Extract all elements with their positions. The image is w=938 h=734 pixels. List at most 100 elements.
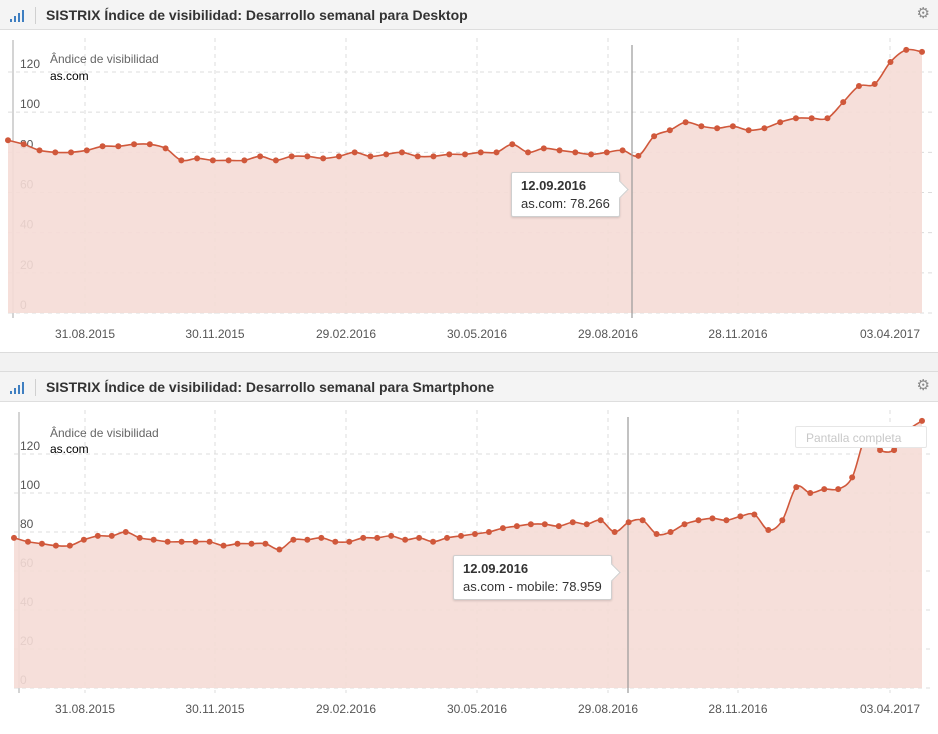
data-point	[335, 153, 342, 160]
data-point	[761, 125, 768, 132]
data-point	[131, 141, 138, 148]
data-point	[887, 58, 894, 65]
data-point	[556, 147, 563, 154]
data-point	[625, 519, 632, 526]
data-point	[871, 81, 878, 88]
data-point	[99, 143, 106, 150]
data-point	[723, 517, 730, 524]
data-point	[667, 529, 674, 535]
data-point	[619, 147, 626, 154]
data-point	[513, 523, 520, 530]
data-point	[225, 157, 232, 164]
series-area	[14, 420, 922, 688]
data-point	[877, 447, 884, 454]
gear-icon[interactable]: ⚙	[916, 5, 930, 22]
data-point	[698, 123, 705, 130]
x-tick-label: 30.11.2015	[185, 327, 244, 341]
data-point	[903, 46, 910, 53]
data-point	[80, 536, 87, 543]
data-point	[115, 143, 122, 150]
data-point	[332, 538, 339, 545]
data-point	[398, 149, 405, 156]
x-tick-label: 28.11.2016	[708, 327, 767, 341]
y-tick-label: 120	[20, 439, 40, 453]
data-point	[257, 153, 264, 160]
data-point	[821, 486, 828, 493]
data-point	[234, 540, 241, 547]
data-point	[351, 149, 358, 156]
visibility-chart-smartphone[interactable]: 02040608010012031.08.201530.11.201529.02…	[0, 402, 938, 734]
legend-title: Ândice de visibilidad	[50, 51, 159, 66]
data-point	[146, 141, 153, 148]
data-point	[777, 119, 784, 126]
x-tick-label: 30.11.2015	[185, 702, 244, 716]
data-point	[493, 149, 500, 156]
x-tick-label: 29.02.2016	[316, 702, 376, 716]
data-point	[430, 538, 437, 545]
data-point	[765, 527, 772, 534]
signal-bars-icon	[10, 10, 26, 22]
data-point	[209, 157, 216, 164]
gear-icon[interactable]: ⚙	[916, 377, 930, 394]
data-point	[320, 155, 327, 162]
data-point	[588, 151, 595, 158]
data-point	[446, 151, 453, 158]
tooltip-value: as.com - mobile: 78.959	[463, 579, 602, 594]
data-point	[541, 521, 548, 528]
chart-tooltip: 12.09.2016 as.com: 78.266	[511, 172, 629, 217]
data-point	[52, 542, 59, 549]
panel-header: SISTRIX Índice de visibilidad: Desarroll…	[0, 0, 938, 30]
visibility-chart-desktop[interactable]: 02040608010012031.08.201530.11.201529.02…	[0, 30, 938, 352]
data-point	[569, 519, 576, 526]
x-tick-label: 29.02.2016	[316, 327, 376, 341]
data-point	[262, 540, 269, 547]
data-point	[555, 523, 562, 530]
smartphone-chart-panel: SISTRIX Índice de visibilidad: Desarroll…	[0, 372, 938, 734]
fullscreen-button[interactable]: Pantalla completa	[795, 426, 927, 448]
data-point	[360, 534, 367, 541]
data-point	[527, 521, 534, 528]
data-point	[653, 531, 660, 538]
data-point	[248, 540, 255, 547]
data-point	[891, 447, 898, 454]
legend-series-name: as.com	[50, 442, 89, 456]
data-point	[807, 490, 814, 496]
data-point	[779, 517, 786, 524]
data-point	[808, 115, 815, 122]
data-point	[318, 534, 325, 541]
data-point	[792, 115, 799, 122]
data-point	[346, 538, 353, 545]
data-point	[471, 530, 478, 537]
data-point	[444, 534, 451, 541]
x-tick-label: 03.04.2017	[860, 702, 920, 716]
data-point	[430, 153, 437, 160]
x-tick-label: 03.04.2017	[860, 327, 920, 341]
data-point	[367, 153, 374, 160]
data-point	[458, 532, 465, 539]
x-tick-label: 29.08.2016	[578, 702, 638, 716]
y-tick-label: 100	[20, 97, 40, 111]
data-point	[635, 152, 642, 159]
data-point	[83, 147, 90, 154]
data-point	[11, 534, 17, 541]
data-point	[603, 149, 610, 156]
data-point	[840, 99, 847, 106]
panel-title: SISTRIX Índice de visibilidad: Desarroll…	[46, 7, 468, 23]
data-point	[849, 474, 856, 481]
data-point	[304, 536, 311, 543]
data-point	[597, 517, 604, 524]
data-point	[462, 151, 468, 158]
data-point	[695, 517, 702, 524]
x-tick-label: 31.08.2015	[55, 327, 115, 341]
data-point	[24, 538, 31, 545]
data-point	[651, 133, 658, 140]
data-point	[20, 141, 27, 148]
x-tick-label: 29.08.2016	[578, 327, 638, 341]
data-point	[639, 517, 646, 524]
data-point	[52, 149, 59, 156]
data-point	[709, 515, 716, 522]
data-point	[178, 157, 185, 164]
data-point	[525, 149, 532, 156]
data-point	[388, 532, 395, 539]
data-point	[68, 149, 75, 156]
